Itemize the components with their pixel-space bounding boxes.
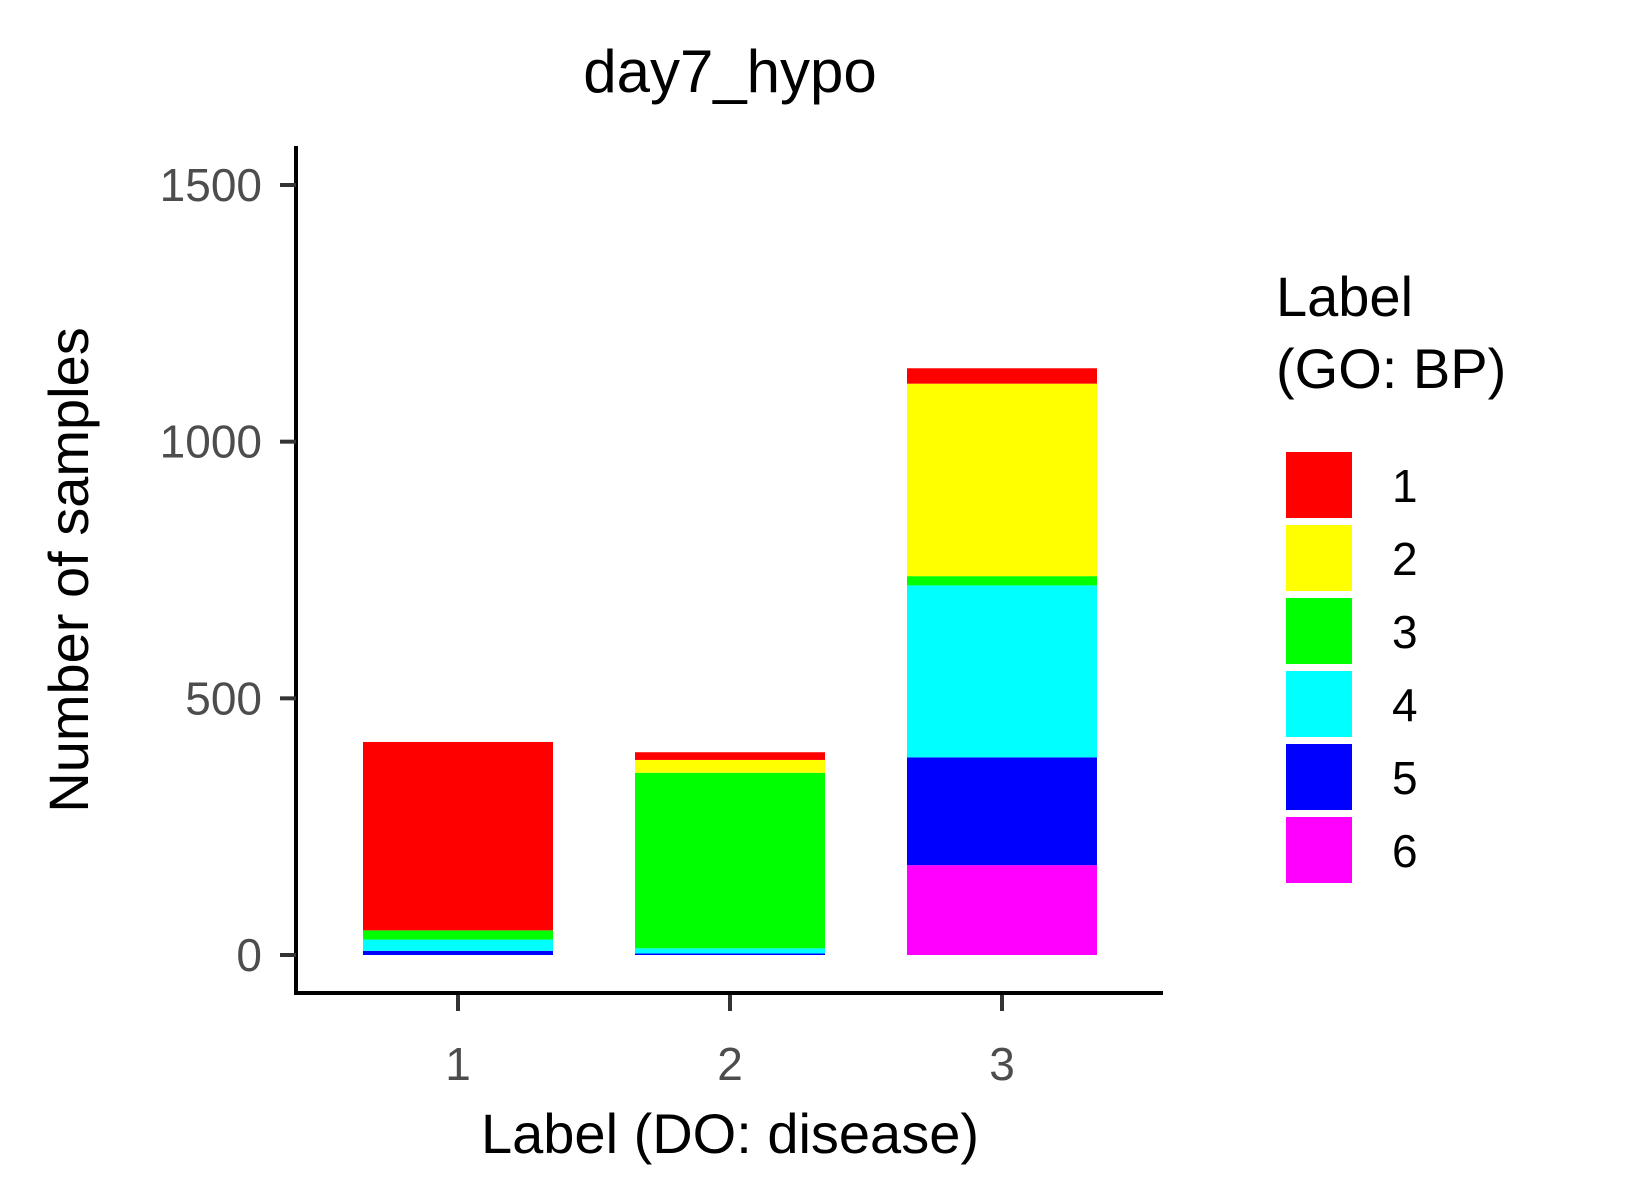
legend-label-1: 1: [1392, 460, 1418, 512]
legend-key-4: [1286, 671, 1352, 737]
bar-segment-cat2-series5: [635, 953, 825, 955]
bar-segment-cat2-series2: [635, 759, 825, 773]
y-tick-label: 500: [185, 672, 262, 724]
bar-segment-cat1-series5: [363, 950, 553, 955]
plot-area: [363, 368, 1097, 955]
y-tick-label: 0: [236, 929, 262, 981]
x-tick-label: 3: [989, 1038, 1015, 1090]
bar-segment-cat3-series4: [907, 585, 1097, 758]
bar-segment-cat1-series1: [363, 741, 553, 931]
bar-segment-cat3-series6: [907, 865, 1097, 955]
y-axis-title: Number of samples: [37, 327, 100, 813]
chart-title: day7_hypo: [583, 38, 877, 105]
bar-segment-cat3-series1: [907, 368, 1097, 384]
x-tick-label: 2: [717, 1038, 743, 1090]
legend-key-5: [1286, 744, 1352, 810]
legend-title-line-1: Label: [1276, 265, 1413, 328]
y-tick-label: 1000: [160, 416, 262, 468]
bar-segment-cat2-series3: [635, 772, 825, 949]
legend-title-line-2: (GO: BP): [1276, 337, 1506, 400]
legend-key-3: [1286, 598, 1352, 664]
bar-segment-cat2-series4: [635, 948, 825, 954]
bar-segment-cat1-series3: [363, 930, 553, 940]
bar-segment-cat3-series2: [907, 383, 1097, 577]
legend-key-1: [1286, 452, 1352, 518]
bar-segment-cat3-series3: [907, 576, 1097, 586]
legend-label-2: 2: [1392, 533, 1418, 585]
legend-key-2: [1286, 525, 1352, 591]
y-axis-ticks: 0 500 1000 1500: [160, 159, 296, 981]
x-tick-label: 1: [445, 1038, 471, 1090]
y-tick-label: 1500: [160, 159, 262, 211]
legend-label-4: 4: [1392, 679, 1418, 731]
bar-segment-cat1-series4: [363, 939, 553, 951]
x-axis-ticks: 1 2 3: [445, 995, 1015, 1090]
bar-segment-cat3-series5: [907, 757, 1097, 866]
x-axis-title: Label (DO: disease): [481, 1102, 979, 1165]
legend-label-5: 5: [1392, 752, 1418, 804]
bar-segment-cat2-series1: [635, 752, 825, 760]
legend: Label (GO: BP) 1 2 3 4 5 6: [1276, 265, 1506, 883]
legend-items: 1 2 3 4 5 6: [1286, 452, 1418, 883]
legend-label-3: 3: [1392, 606, 1418, 658]
legend-label-6: 6: [1392, 825, 1418, 877]
legend-key-6: [1286, 817, 1352, 883]
